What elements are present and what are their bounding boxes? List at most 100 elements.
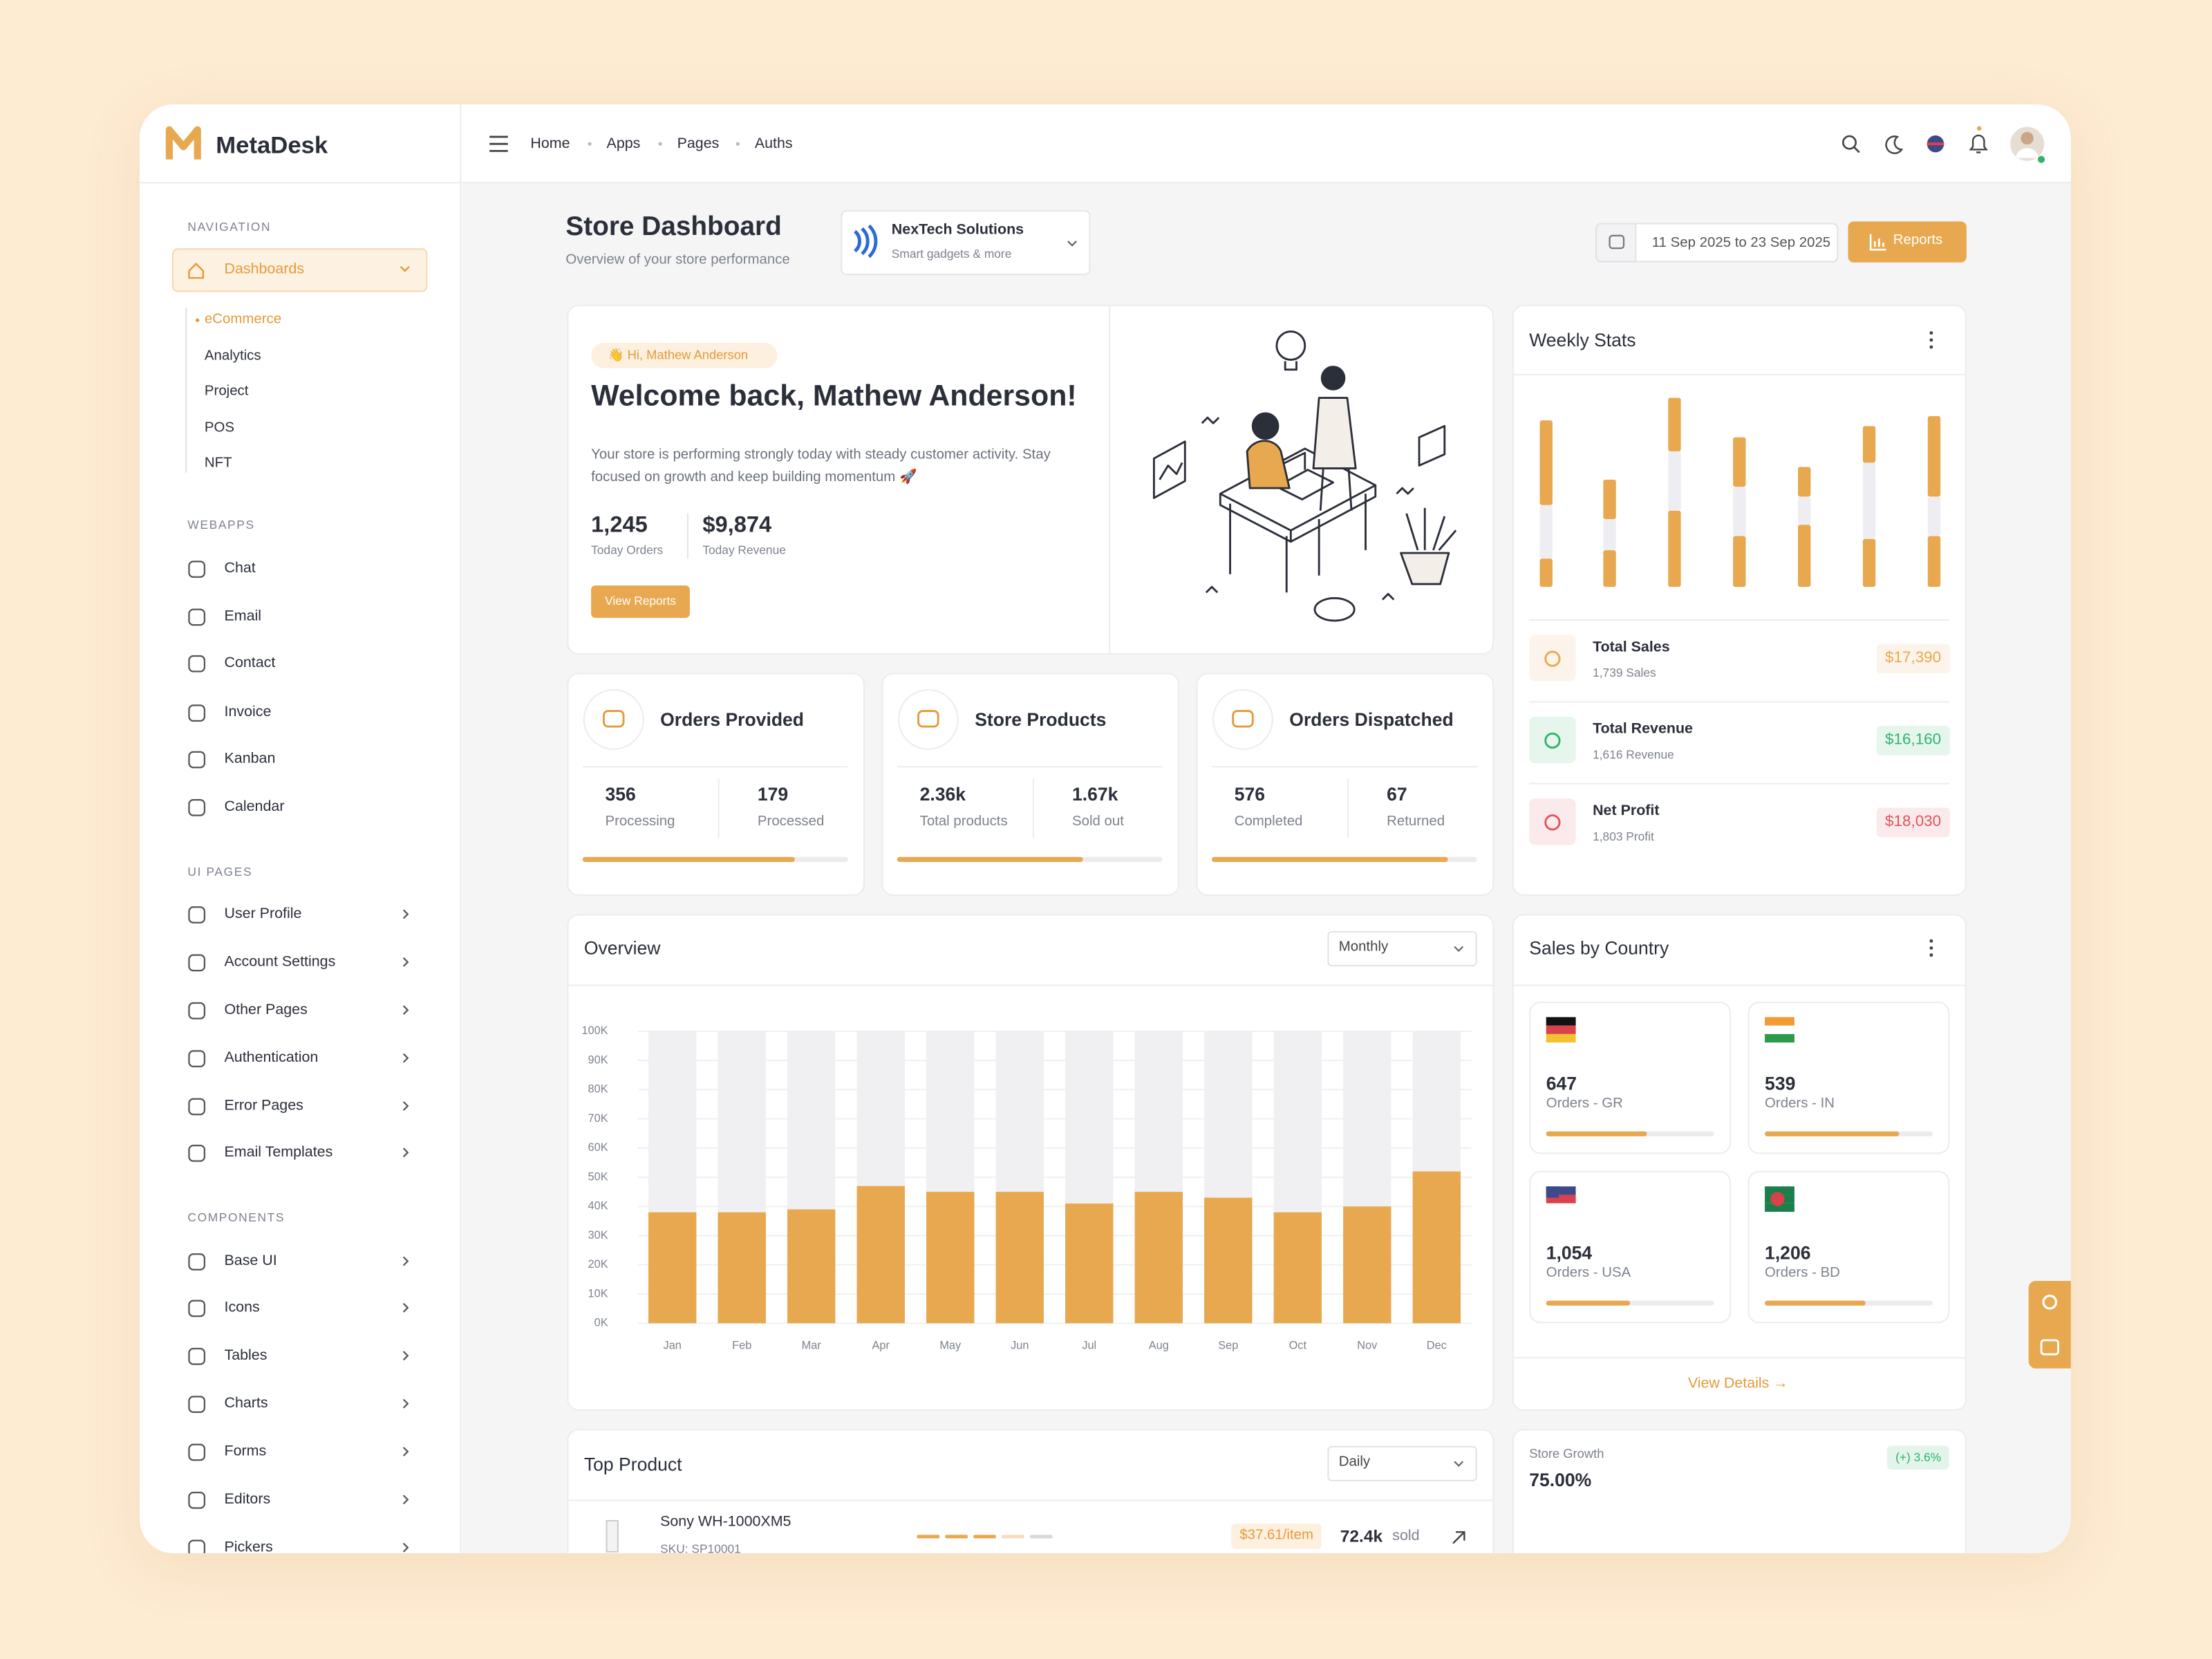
divider <box>1529 701 1950 703</box>
sidebar-item[interactable]: Editors <box>224 1490 271 1508</box>
brand-name: MetaDesk <box>216 131 328 159</box>
stat-card-title: Orders Dispatched <box>1289 709 1454 731</box>
stat-card-title: Orders Provided <box>660 709 805 731</box>
sidebar-item[interactable]: User Profile <box>224 905 302 923</box>
sidebar-subitem[interactable]: Project <box>204 384 249 400</box>
stat-label: Returned <box>1387 814 1445 830</box>
card-title: Weekly Stats <box>1529 329 1636 351</box>
sidebar-item[interactable]: Chat <box>224 559 256 577</box>
sidebar-subitem[interactable]: NFT <box>204 456 232 471</box>
top-nav-link[interactable]: Apps <box>606 135 641 152</box>
country-value: 1,206 <box>1765 1241 1811 1264</box>
stat-value: 356 <box>605 783 636 805</box>
view-reports-button[interactable] <box>591 585 690 618</box>
sidebar-item[interactable]: Calendar <box>224 798 285 816</box>
country-label: Orders - BD <box>1765 1265 1840 1282</box>
summary-title: Net Profit <box>1593 802 1660 820</box>
stat-value: 1.67k <box>1072 783 1118 805</box>
sidebar-item[interactable]: Charts <box>224 1394 268 1412</box>
sidebar-item[interactable]: Kanban <box>224 750 276 767</box>
summary-amount: $17,390 <box>1876 644 1950 674</box>
reports-button[interactable] <box>1848 221 1967 263</box>
summary-sub: 1,803 Profit <box>1593 829 1654 843</box>
top-nav-link[interactable]: Auths <box>754 135 793 152</box>
summary-title: Total Sales <box>1593 638 1670 656</box>
page-title: Store Dashboard <box>565 212 782 242</box>
overview-card <box>567 914 1494 1411</box>
product-name: Sony WH-1000XM5 <box>660 1513 791 1530</box>
stat-value: 179 <box>757 783 789 805</box>
sidebar-section-title: UI PAGES <box>187 864 253 879</box>
product-sku: SKU: SP10001 <box>660 1541 741 1553</box>
sidebar-subitem[interactable]: eCommerce <box>204 312 282 328</box>
store-tagline: Smart gadgets & more <box>891 246 1012 261</box>
sales-by-country-card <box>1512 914 1967 1411</box>
sidebar-item[interactable]: Email Templates <box>224 1143 333 1161</box>
divider <box>1109 304 1111 655</box>
divider <box>582 766 848 768</box>
summary-icon-box <box>1529 798 1576 845</box>
welcome-title: Welcome back, Mathew Anderson! <box>591 380 1077 413</box>
view-reports-label[interactable]: View Reports <box>605 593 676 608</box>
sidebar-item[interactable]: Account Settings <box>224 953 336 971</box>
welcome-text: Your store is performing strongly today … <box>591 447 1051 486</box>
dropdown-label[interactable]: Monthly <box>1338 939 1389 955</box>
overview-dropdown[interactable] <box>1327 930 1477 966</box>
sidebar-subitem[interactable]: POS <box>204 420 235 436</box>
sidebar-item[interactable]: Tables <box>224 1347 268 1364</box>
sidebar-item[interactable]: Authentication <box>224 1049 319 1067</box>
sidebar-item[interactable]: Dashboards <box>224 261 305 278</box>
reports-label[interactable]: Reports <box>1893 232 1943 249</box>
sidebar-item[interactable]: Other Pages <box>224 1001 308 1018</box>
divider <box>718 778 720 838</box>
divider <box>567 984 1494 986</box>
welcome-badge <box>591 342 778 368</box>
sidebar-item[interactable]: Invoice <box>224 703 272 721</box>
sidebar-item[interactable]: Icons <box>224 1299 260 1316</box>
divider <box>1032 778 1034 838</box>
stat-label: Processing <box>605 814 675 830</box>
country-value: 1,054 <box>1546 1241 1593 1264</box>
product-dropdown[interactable] <box>1327 1445 1477 1481</box>
card-title: Overview <box>583 937 661 959</box>
sidebar-item[interactable]: Error Pages <box>224 1097 303 1114</box>
top-nav-link[interactable]: Home <box>530 135 570 152</box>
stat-label: Processed <box>757 814 825 830</box>
page-subtitle: Overview of your store performance <box>565 252 790 268</box>
divider <box>1347 778 1349 838</box>
sidebar-section-title: WEBAPPS <box>187 517 255 532</box>
welcome-badge-text: 👋 Hi, Mathew Anderson <box>608 348 749 362</box>
date-range[interactable]: 11 Sep 2025 to 23 Sep 2025 <box>1651 235 1831 252</box>
sidebar-item[interactable]: Contact <box>224 654 276 671</box>
sidebar-item[interactable]: Email <box>224 608 262 625</box>
topbar <box>461 104 2071 184</box>
sidebar-active-item <box>171 248 428 292</box>
sidebar-item[interactable]: Base UI <box>224 1252 277 1270</box>
sidebar-item[interactable]: Forms <box>224 1443 267 1460</box>
stat-value: $9,874 <box>702 513 772 538</box>
sidebar-subitem[interactable]: Analytics <box>204 348 261 364</box>
view-details-link[interactable]: View Details → <box>1687 1375 1788 1392</box>
summary-sub: 1,616 Revenue <box>1593 747 1674 762</box>
sidebar-section-title: NAVIGATION <box>187 219 272 234</box>
store-select[interactable] <box>841 210 1091 275</box>
stat-card-title: Store Products <box>975 709 1107 731</box>
app-window: MetaDesk Home Apps Pages Auths NAVIGATION Dash… <box>140 104 2071 1553</box>
divider <box>567 1499 1494 1501</box>
summary-icon-box <box>1529 635 1576 682</box>
sidebar-item[interactable]: Pickers <box>224 1539 273 1553</box>
divider <box>1529 782 1950 785</box>
top-nav-link[interactable]: Pages <box>677 135 720 152</box>
product-price: $37.61/item <box>1231 1524 1322 1549</box>
summary-sub: 1,739 Sales <box>1593 665 1656 680</box>
card-title: Top Product <box>583 1454 682 1475</box>
settings-fab[interactable] <box>2028 1281 2071 1369</box>
dropdown-label[interactable]: Daily <box>1338 1454 1371 1470</box>
product-sold: 72.4k <box>1340 1526 1383 1546</box>
stat-value: 1,245 <box>591 513 648 538</box>
summary-amount: $18,030 <box>1876 807 1950 838</box>
growth-label: Store Growth <box>1529 1446 1604 1461</box>
stat-value: 2.36k <box>919 783 966 805</box>
